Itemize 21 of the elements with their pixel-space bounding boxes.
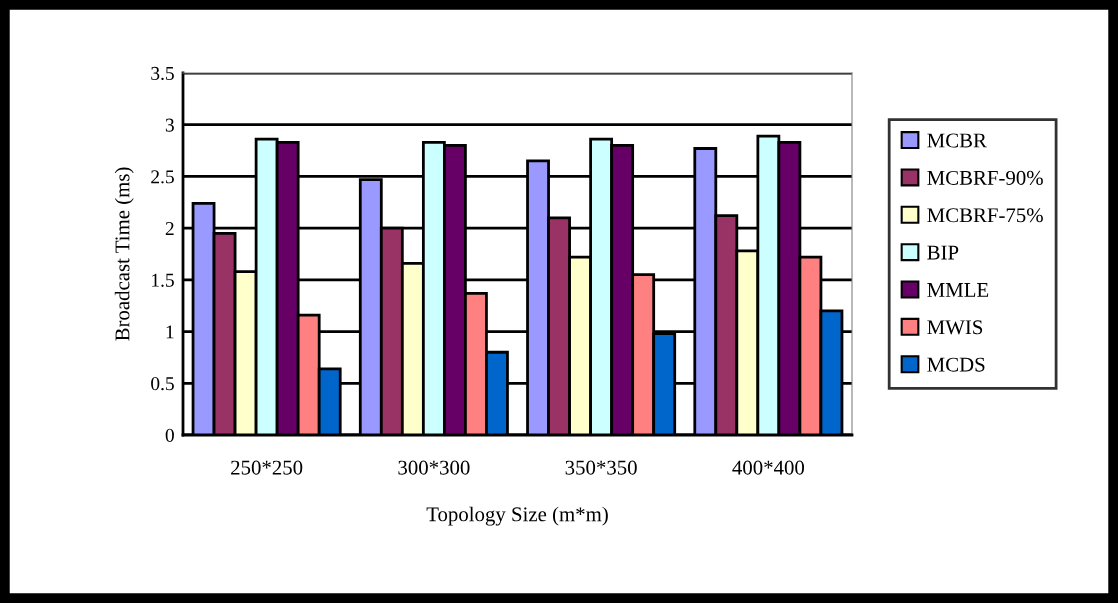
legend-label: MCDS [927,357,985,372]
legend-label: MCBR [927,133,987,148]
y-tick-label: 2 [165,222,174,235]
x-axis-title: Topology Size (m*m) [426,506,608,526]
x-tick-label: 350*350 [565,460,637,475]
y-tick-label: 2.5 [151,170,174,184]
x-tick-label: 400*400 [732,460,805,475]
y-axis-title: Broadcast Time (ms) [114,167,134,341]
y-tick-label: 3 [165,118,174,132]
legend-label: MCBRF-90% [927,170,1043,185]
x-tick-label: 250*250 [231,460,303,475]
y-tick-label: 1.5 [152,273,174,287]
legend-label: MMLE [927,283,989,297]
y-tick-label: 0.5 [151,377,174,391]
legend-label: BIP [927,245,959,260]
x-tick-label: 300*300 [398,460,470,475]
y-tick-label: 1 [166,325,174,339]
y-tick-label: 3.5 [151,66,174,81]
legend-label: MWIS [927,320,983,335]
legend-label: MCBRF-75% [927,208,1043,223]
y-tick-label: 0 [165,428,174,442]
